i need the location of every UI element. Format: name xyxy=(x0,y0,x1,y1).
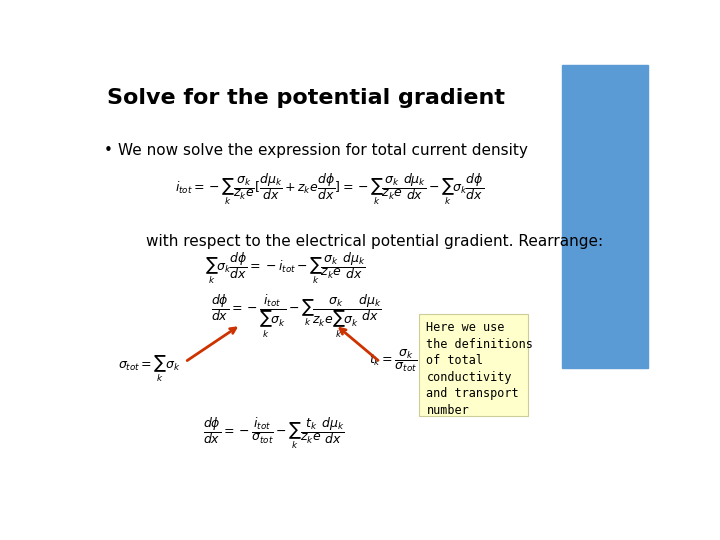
Text: Here we use
the definitions
of total
conductivity
and transport
number: Here we use the definitions of total con… xyxy=(426,321,534,417)
Text: $\sum_k \sigma_k \dfrac{d\phi}{dx} = -i_{tot} - \sum_k \dfrac{\sigma_k}{z_k e} \: $\sum_k \sigma_k \dfrac{d\phi}{dx} = -i_… xyxy=(205,251,366,287)
Text: Solve for the potential gradient: Solve for the potential gradient xyxy=(107,87,505,107)
Text: $\sigma_{tot} = \sum_k \sigma_k$: $\sigma_{tot} = \sum_k \sigma_k$ xyxy=(118,354,181,384)
Text: $i_{tot} = -\sum_k \dfrac{\sigma_k}{z_k e} [\dfrac{d\mu_k}{dx} + z_k e \dfrac{d\: $i_{tot} = -\sum_k \dfrac{\sigma_k}{z_k … xyxy=(176,172,485,207)
Text: with respect to the electrical potential gradient. Rearrange:: with respect to the electrical potential… xyxy=(145,234,603,249)
Text: •: • xyxy=(104,143,113,158)
Text: $t_k = \dfrac{\sigma_k}{\sigma_{tot}} = \dfrac{\sigma_k}{\sum_k \sigma_k}$: $t_k = \dfrac{\sigma_k}{\sigma_{tot}} = … xyxy=(369,348,459,391)
Bar xyxy=(562,65,648,368)
Text: $\dfrac{d\phi}{dx} = -\dfrac{i_{tot}}{\sigma_{tot}} - \sum_k \dfrac{t_k}{z_k e} : $\dfrac{d\phi}{dx} = -\dfrac{i_{tot}}{\s… xyxy=(203,415,345,451)
Text: $\dfrac{d\phi}{dx} = -\dfrac{i_{tot}}{\sum_k \sigma_k} - \sum_k \dfrac{\sigma_k}: $\dfrac{d\phi}{dx} = -\dfrac{i_{tot}}{\s… xyxy=(211,293,382,340)
Text: We now solve the expression for total current density: We now solve the expression for total cu… xyxy=(118,143,528,158)
FancyBboxPatch shape xyxy=(419,314,528,416)
